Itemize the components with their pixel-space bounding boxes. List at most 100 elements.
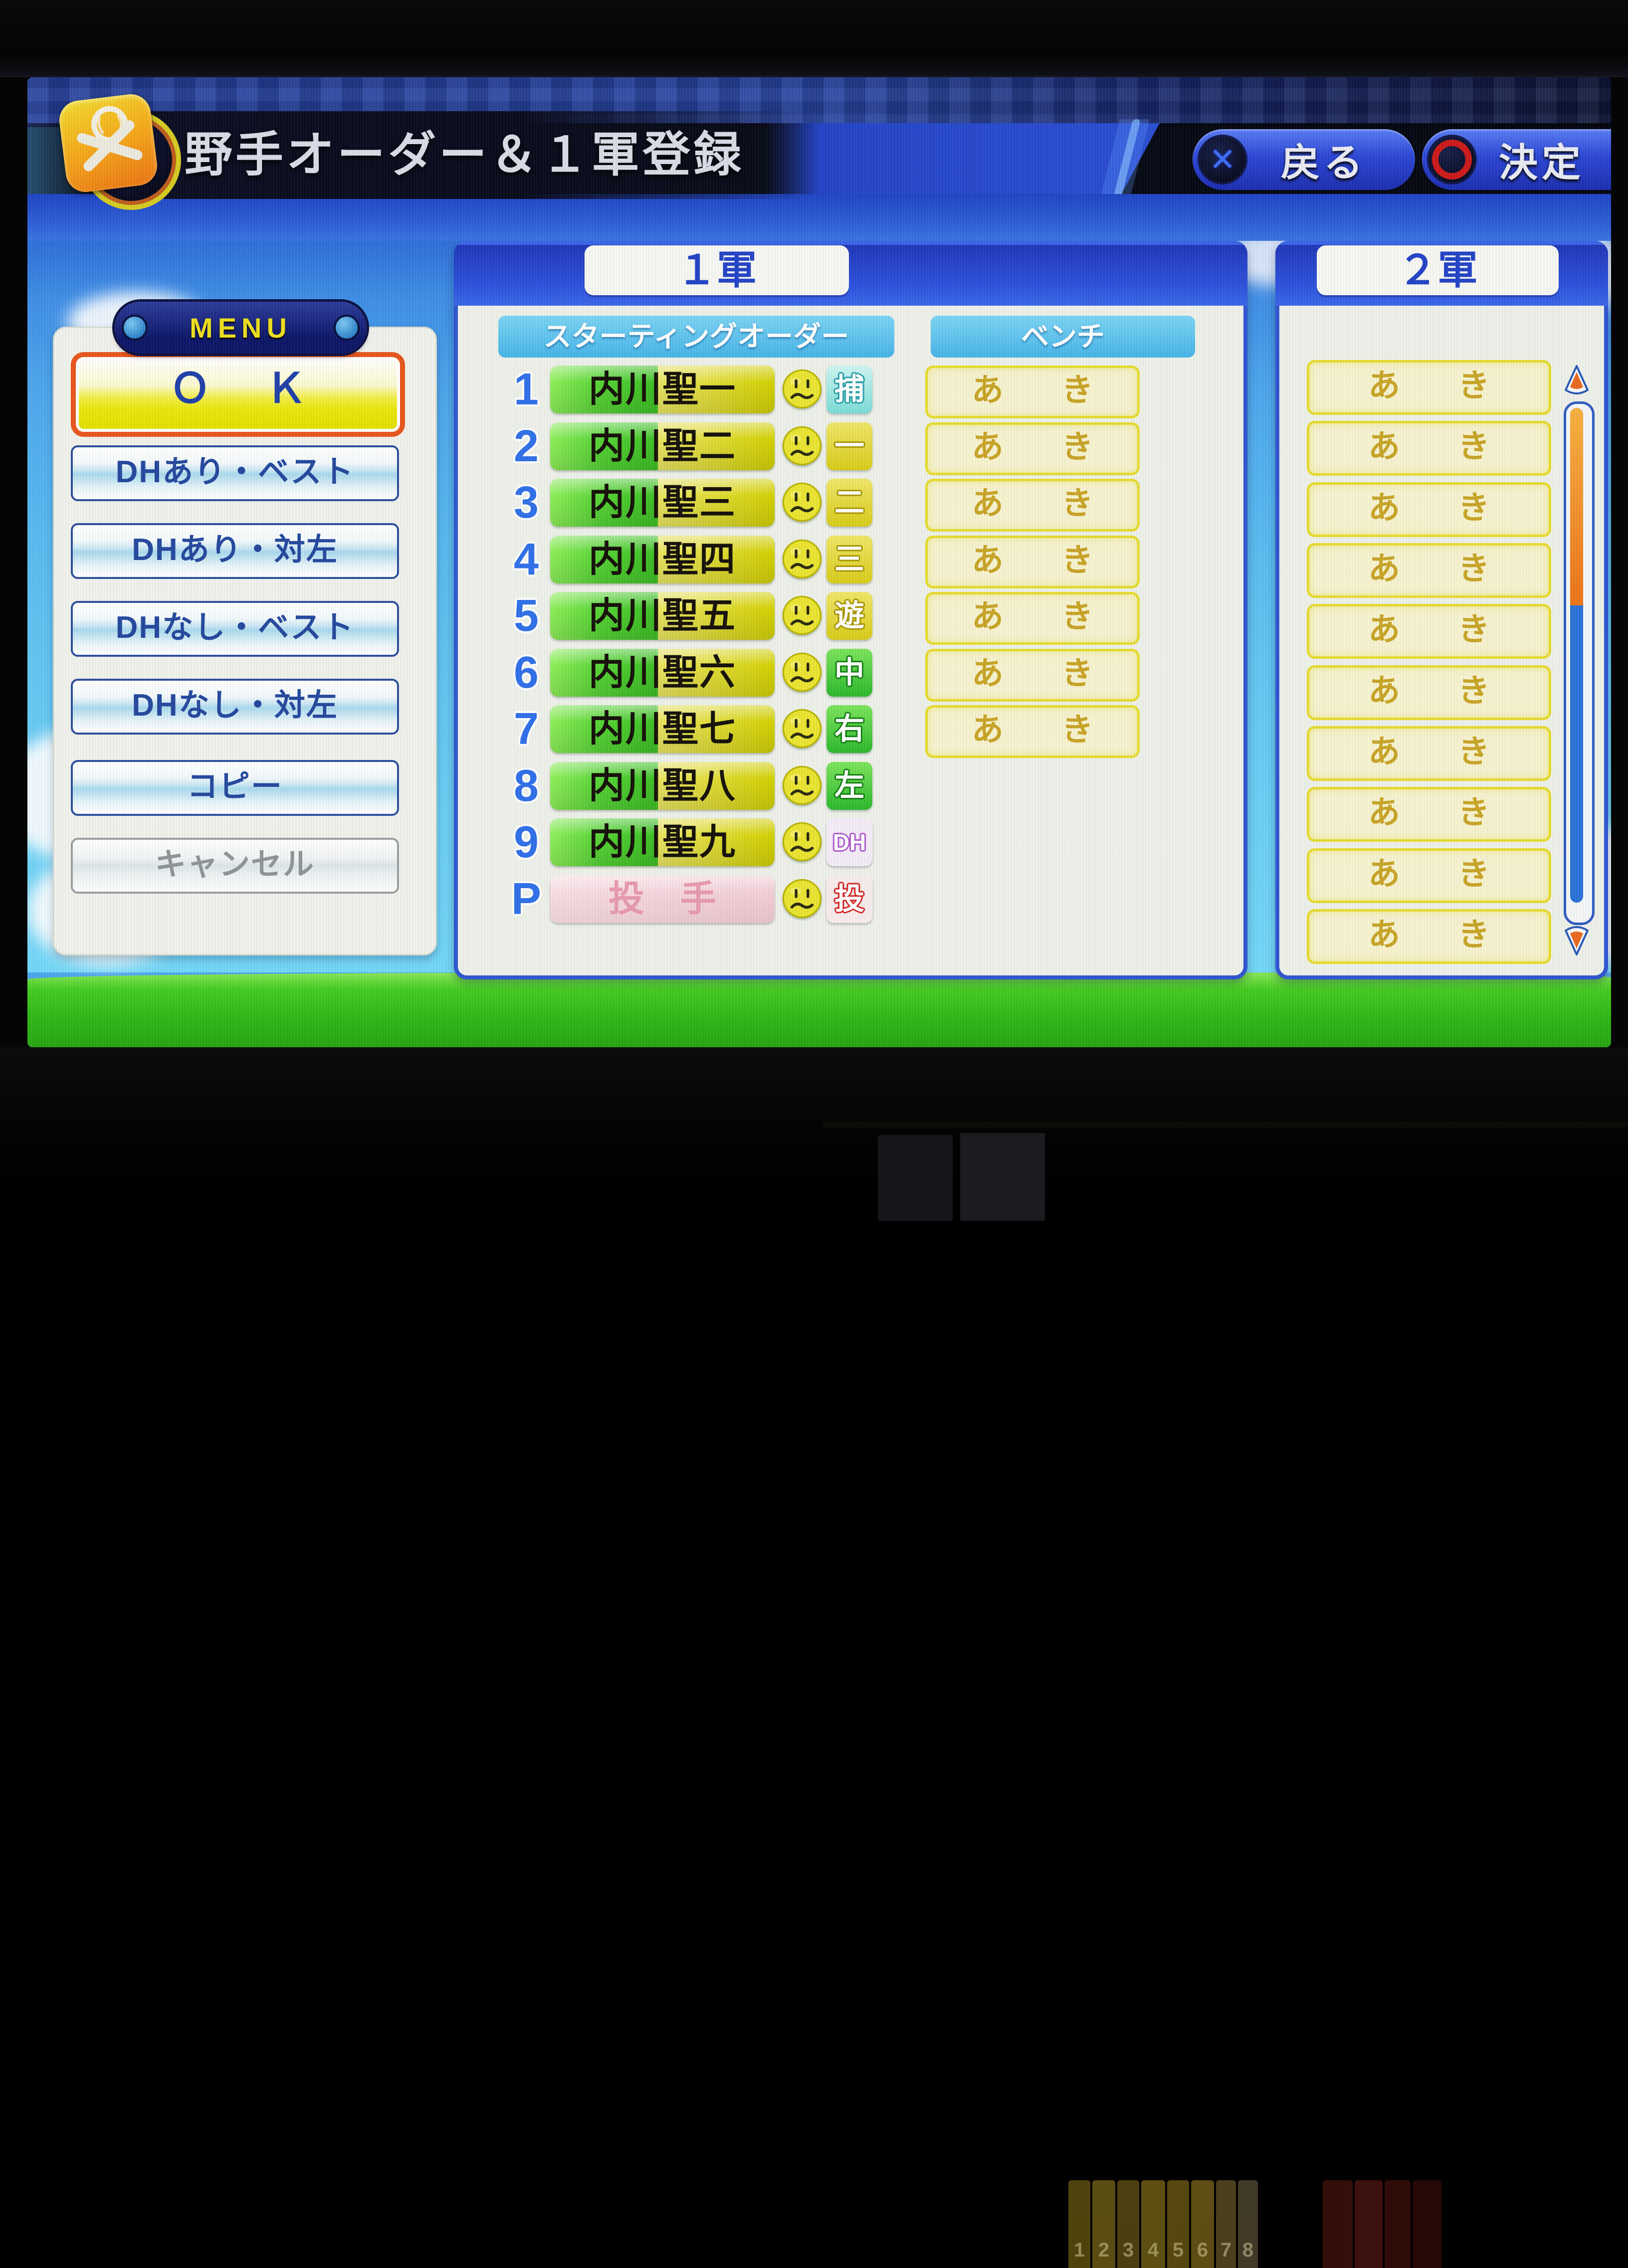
batting-order-number: 1 — [513, 364, 539, 414]
batting-order-number: 6 — [513, 647, 539, 698]
farm-slot-6[interactable]: あ き — [1307, 665, 1551, 720]
page-title: 野手オーダー＆１軍登録 — [185, 128, 744, 182]
farm-slot-7[interactable]: あ き — [1307, 726, 1551, 781]
menu-item-dh-best[interactable]: DHあり・ベスト — [71, 445, 399, 501]
player-name-plate: 内川聖二 — [550, 422, 775, 470]
farm-slot-1[interactable]: あ き — [1307, 360, 1551, 415]
position-badge: 左 — [826, 762, 872, 810]
lineup-row-2[interactable]: 2 内川聖二 一 — [506, 421, 872, 471]
farm-slot-9[interactable]: あ き — [1307, 848, 1551, 903]
lineup-row-3[interactable]: 3 内川聖三 二 — [506, 477, 872, 528]
batting-order-number: P — [511, 874, 542, 924]
condition-face-icon — [782, 879, 822, 919]
condition-face-icon — [782, 822, 822, 862]
scroll-down-arrow[interactable] — [1564, 923, 1590, 956]
player-name-plate: 内川聖一 — [550, 366, 775, 413]
position-badge: 右 — [826, 705, 872, 753]
lineup-row-pitcher[interactable]: P 投 手 投 — [506, 874, 872, 924]
book-number: 4 — [1147, 2239, 1159, 2261]
farm-slot-2[interactable]: あ き — [1307, 421, 1551, 476]
book-spine: 3 — [1117, 2180, 1139, 2268]
bench-slot-3[interactable]: あ き — [925, 479, 1140, 532]
tv-bezel-left — [0, 77, 27, 1047]
farm-team-tab: ２軍 — [1317, 245, 1559, 295]
condition-face-icon — [782, 539, 822, 579]
batting-order-number: 5 — [513, 590, 539, 641]
dim-object — [878, 1135, 953, 1221]
condition-face-icon — [782, 482, 822, 522]
player-name-plate: 内川聖四 — [550, 536, 775, 583]
header-blue-window — [766, 123, 1160, 196]
batting-order-number: 7 — [513, 704, 539, 754]
condition-face-icon — [782, 652, 822, 692]
book-number: 8 — [1242, 2239, 1254, 2261]
menu-item-copy[interactable]: コピー — [71, 760, 399, 816]
starting-order-header: スターティングオーダー — [498, 316, 894, 358]
player-name-plate: 内川聖七 — [550, 705, 775, 753]
book-spine: 8 — [1238, 2180, 1258, 2268]
bench-slot-2[interactable]: あ き — [925, 422, 1140, 475]
menu-item-cancel[interactable]: キャンセル — [71, 838, 399, 894]
tv-bezel-right — [1611, 77, 1628, 1047]
first-team-panel-band — [454, 241, 1247, 306]
player-name-plate: 内川聖八 — [550, 762, 775, 810]
lineup-row-6[interactable]: 6 内川聖六 中 — [506, 647, 872, 698]
scroll-up-arrow[interactable] — [1564, 364, 1590, 398]
book-number: 3 — [1122, 2239, 1134, 2261]
condition-face-icon — [782, 426, 822, 466]
menu-item-ok[interactable]: ＯＫ — [71, 352, 405, 437]
player-name-plate: 内川聖三 — [550, 479, 775, 527]
baseball-bats-icon — [57, 92, 160, 194]
batting-order-number: 3 — [513, 477, 539, 528]
farm-slot-10[interactable]: あ き — [1307, 909, 1551, 964]
book-spine — [1323, 2180, 1353, 2268]
book-number: 1 — [1073, 2239, 1085, 2261]
bench-slot-1[interactable]: あ き — [925, 366, 1140, 418]
menu-item-dh-vs-left[interactable]: DHあり・対左 — [71, 523, 399, 579]
scrollbar-fill-orange — [1570, 408, 1583, 605]
bench-slot-4[interactable]: あ き — [925, 536, 1140, 588]
cross-button-icon: ✕ — [1200, 137, 1245, 183]
bench-slot-6[interactable]: あ き — [925, 649, 1140, 702]
player-name-plate: 投 手 — [550, 875, 775, 923]
position-badge: 遊 — [826, 592, 872, 640]
book-spine: 7 — [1216, 2180, 1236, 2268]
book-spine — [1355, 2180, 1383, 2268]
bench-slot-7[interactable]: あ き — [925, 705, 1140, 758]
book-spine: 6 — [1191, 2180, 1214, 2268]
bench-slot-5[interactable]: あ き — [925, 592, 1140, 645]
menu-item-nodh-best[interactable]: DHなし・ベスト — [71, 601, 399, 657]
position-badge: 捕 — [826, 366, 872, 413]
grass-background — [27, 972, 1611, 1047]
book-spine: 1 — [1068, 2180, 1090, 2268]
lineup-row-8[interactable]: 8 内川聖八 左 — [506, 761, 872, 811]
player-name-plate: 内川聖五 — [550, 592, 775, 640]
farm-slot-8[interactable]: あ き — [1307, 787, 1551, 842]
o-glyph — [1432, 140, 1472, 180]
back-button[interactable]: ✕ 戻る — [1193, 129, 1415, 190]
condition-face-icon — [782, 369, 822, 409]
farm-slot-4[interactable]: あ き — [1307, 543, 1551, 598]
lineup-row-5[interactable]: 5 内川聖五 遊 — [506, 590, 872, 641]
player-name-plate: 内川聖九 — [550, 818, 775, 866]
farm-slot-5[interactable]: あ き — [1307, 604, 1551, 659]
lineup-row-9[interactable]: 9 内川聖九 DH — [506, 817, 872, 867]
tv-bezel-top — [0, 0, 1628, 77]
book-number: 7 — [1220, 2239, 1232, 2261]
condition-face-icon — [782, 765, 822, 805]
lineup-row-7[interactable]: 7 内川聖七 右 — [506, 704, 872, 754]
bench-header: ベンチ — [931, 316, 1195, 358]
tv-bezel-bottom: 1 2 3 4 5 6 7 8 — [0, 1047, 1628, 2268]
farm-slot-3[interactable]: あ き — [1307, 482, 1551, 537]
scrollbar-fill-blue — [1570, 605, 1583, 903]
menu-item-nodh-vs-left[interactable]: DHなし・対左 — [71, 679, 399, 735]
first-team-tab: １軍 — [585, 245, 849, 295]
scrollbar-track[interactable] — [1564, 401, 1595, 925]
batting-order-number: 9 — [513, 817, 539, 867]
confirm-button[interactable]: 決定 — [1422, 129, 1611, 190]
condition-face-icon — [782, 709, 822, 749]
lineup-row-4[interactable]: 4 内川聖四 三 — [506, 535, 872, 584]
lineup-row-1[interactable]: 1 内川聖一 捕 — [506, 364, 872, 414]
position-badge: 投 — [826, 875, 872, 923]
